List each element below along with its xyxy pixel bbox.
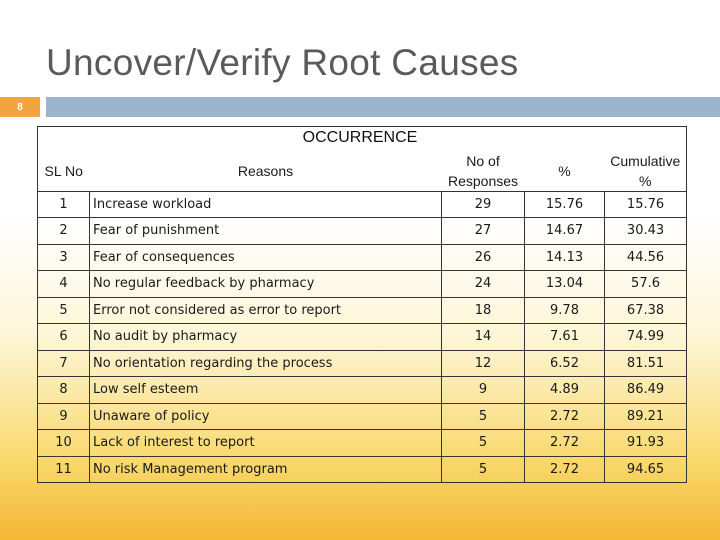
cell-responses: 26 — [441, 243, 525, 271]
cell-sl-no: 2 — [37, 217, 90, 245]
cell-cumulative: 89.21 — [603, 402, 688, 430]
header-percent: % — [524, 150, 605, 192]
cell-responses: 14 — [441, 323, 525, 351]
table-row: 2 Fear of punishment 27 14.67 30.43 — [37, 217, 688, 245]
slide-number: 8 — [0, 97, 40, 117]
cell-cumulative: 30.43 — [603, 217, 688, 245]
cell-reason: Fear of punishment — [89, 217, 442, 245]
cell-cumulative: 67.38 — [603, 296, 688, 324]
cell-reason: Increase workload — [89, 190, 442, 218]
cell-percent: 13.04 — [524, 270, 605, 298]
cell-percent: 2.72 — [524, 402, 605, 430]
table-row: 8 Low self esteem 9 4.89 86.49 — [37, 376, 688, 404]
cell-responses: 18 — [441, 296, 525, 324]
cell-responses: 5 — [441, 455, 525, 483]
title-rule-bar — [46, 97, 720, 117]
cell-sl-no: 6 — [37, 323, 90, 351]
cell-sl-no: 11 — [37, 455, 90, 483]
cell-responses: 12 — [441, 349, 525, 377]
cell-sl-no: 1 — [37, 190, 90, 218]
cell-reason: Unaware of policy — [89, 402, 442, 430]
cell-cumulative: 86.49 — [603, 376, 688, 404]
table-row: 7 No orientation regarding the process 12 6… — [37, 349, 688, 377]
cell-percent: 2.72 — [524, 455, 605, 483]
cell-percent: 4.89 — [524, 376, 605, 404]
cell-percent: 2.72 — [524, 429, 605, 457]
cell-reason: No audit by pharmacy — [89, 323, 442, 351]
cell-cumulative: 15.76 — [603, 190, 688, 218]
cell-sl-no: 10 — [37, 429, 90, 457]
cell-cumulative: 94.65 — [603, 455, 688, 483]
header-responses: No of Responses — [441, 150, 525, 192]
header-cumulative-line1: Cumulative — [610, 152, 681, 169]
cell-sl-no: 5 — [37, 296, 90, 324]
cell-percent: 14.67 — [524, 217, 605, 245]
header-cumulative: Cumulative % — [604, 150, 688, 192]
table-row: 4 No regular feedback by pharmacy 24 13.04 5… — [37, 270, 688, 298]
table-title-row — [36, 126, 688, 151]
cell-responses: 5 — [441, 402, 525, 430]
cell-percent: 14.13 — [524, 243, 605, 271]
table-row: 1 Increase workload 29 15.76 15.76 — [37, 190, 688, 218]
cell-cumulative: 81.51 — [603, 349, 688, 377]
table-row: 5 Error not considered as error to report… — [37, 296, 688, 324]
cell-reason: Lack of interest to report — [89, 429, 442, 457]
cell-responses: 27 — [441, 217, 525, 245]
header-sl-no: SL No — [37, 150, 90, 192]
cell-percent: 9.78 — [524, 296, 605, 324]
table-row: 9 Unaware of policy 5 2.72 89.21 — [37, 402, 688, 430]
header-responses-line2: Responses — [447, 172, 519, 189]
cell-reason: Fear of consequences — [89, 243, 442, 271]
cell-cumulative: 74.99 — [603, 323, 688, 351]
cell-sl-no: 4 — [37, 270, 90, 298]
table-row: 11 No risk Management program 5 2.72 94.65 — [37, 455, 688, 483]
cell-percent: 15.76 — [524, 190, 605, 218]
cell-cumulative: 44.56 — [603, 243, 688, 271]
cell-reason: No orientation regarding the process — [89, 349, 442, 377]
cell-reason: No regular feedback by pharmacy — [89, 270, 442, 298]
cell-reason: Error not considered as error to report — [89, 296, 442, 324]
cell-percent: 6.52 — [524, 349, 605, 377]
cell-responses: 24 — [441, 270, 525, 298]
slide-title: Uncover/Verify Root Causes — [46, 42, 519, 83]
cell-reason: Low self esteem — [89, 376, 442, 404]
cell-percent: 7.61 — [524, 323, 605, 351]
cell-sl-no: 7 — [37, 349, 90, 377]
cell-cumulative: 91.93 — [603, 429, 688, 457]
cell-responses: 5 — [441, 429, 525, 457]
cell-sl-no: 3 — [37, 243, 90, 271]
cell-sl-no: 9 — [37, 402, 90, 430]
table-row: 10 Lack of interest to report 5 2.72 91.93 — [37, 429, 688, 457]
header-reasons: Reasons — [89, 150, 442, 192]
table-header-row: SL No Reasons No of Responses % Cumulati… — [37, 150, 688, 192]
cell-sl-no: 8 — [37, 376, 90, 404]
cell-cumulative: 57.6 — [603, 270, 688, 298]
cell-responses: 9 — [441, 376, 525, 404]
cell-responses: 29 — [441, 190, 525, 218]
table-row: 3 Fear of consequences 26 14.13 44.56 — [37, 243, 688, 271]
section-title: OCCURRENCE — [302, 129, 418, 146]
header-cumulative-line2: % — [639, 172, 652, 189]
header-responses-line1: No of — [466, 152, 500, 169]
cell-reason: No risk Management program — [89, 455, 442, 483]
occurrence-table: SL No Reasons No of Responses % Cumulati… — [36, 126, 688, 483]
table-row: 6 No audit by pharmacy 14 7.61 74.99 — [37, 323, 688, 351]
